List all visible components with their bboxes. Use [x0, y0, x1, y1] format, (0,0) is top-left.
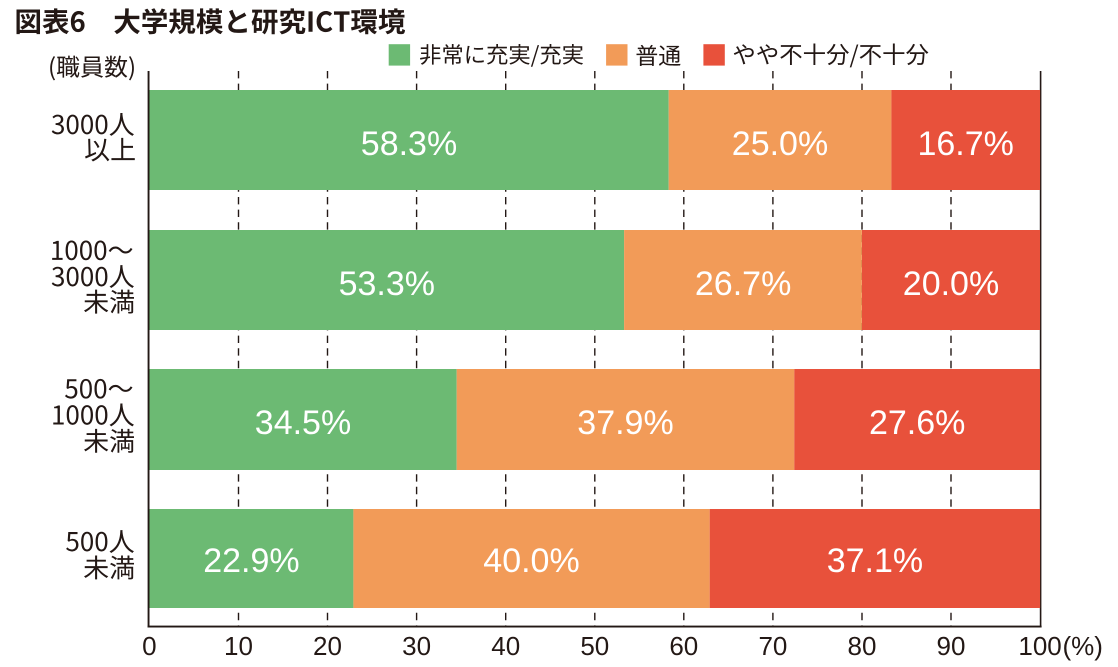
svg-text:20: 20 [313, 631, 342, 661]
svg-text:40.0%: 40.0% [483, 542, 579, 580]
svg-text:53.3%: 53.3% [339, 265, 435, 303]
svg-text:20.0%: 20.0% [903, 265, 999, 303]
svg-text:90: 90 [937, 631, 966, 661]
svg-text:60: 60 [669, 631, 698, 661]
svg-text:80: 80 [848, 631, 877, 661]
svg-text:22.9%: 22.9% [203, 542, 299, 580]
svg-text:50: 50 [580, 631, 609, 661]
svg-text:16.7%: 16.7% [917, 125, 1013, 163]
svg-text:0: 0 [142, 631, 156, 661]
svg-text:100: 100 [1018, 631, 1061, 661]
svg-text:10: 10 [224, 631, 253, 661]
svg-text:(%): (%) [1063, 631, 1103, 661]
svg-text:34.5%: 34.5% [255, 404, 351, 442]
svg-text:27.6%: 27.6% [869, 404, 965, 442]
svg-text:37.1%: 37.1% [827, 542, 923, 580]
svg-text:58.3%: 58.3% [361, 125, 457, 163]
svg-text:25.0%: 25.0% [732, 125, 828, 163]
svg-text:40: 40 [491, 631, 520, 661]
svg-text:37.9%: 37.9% [577, 404, 673, 442]
svg-text:70: 70 [758, 631, 787, 661]
svg-text:26.7%: 26.7% [695, 265, 791, 303]
svg-text:30: 30 [402, 631, 431, 661]
